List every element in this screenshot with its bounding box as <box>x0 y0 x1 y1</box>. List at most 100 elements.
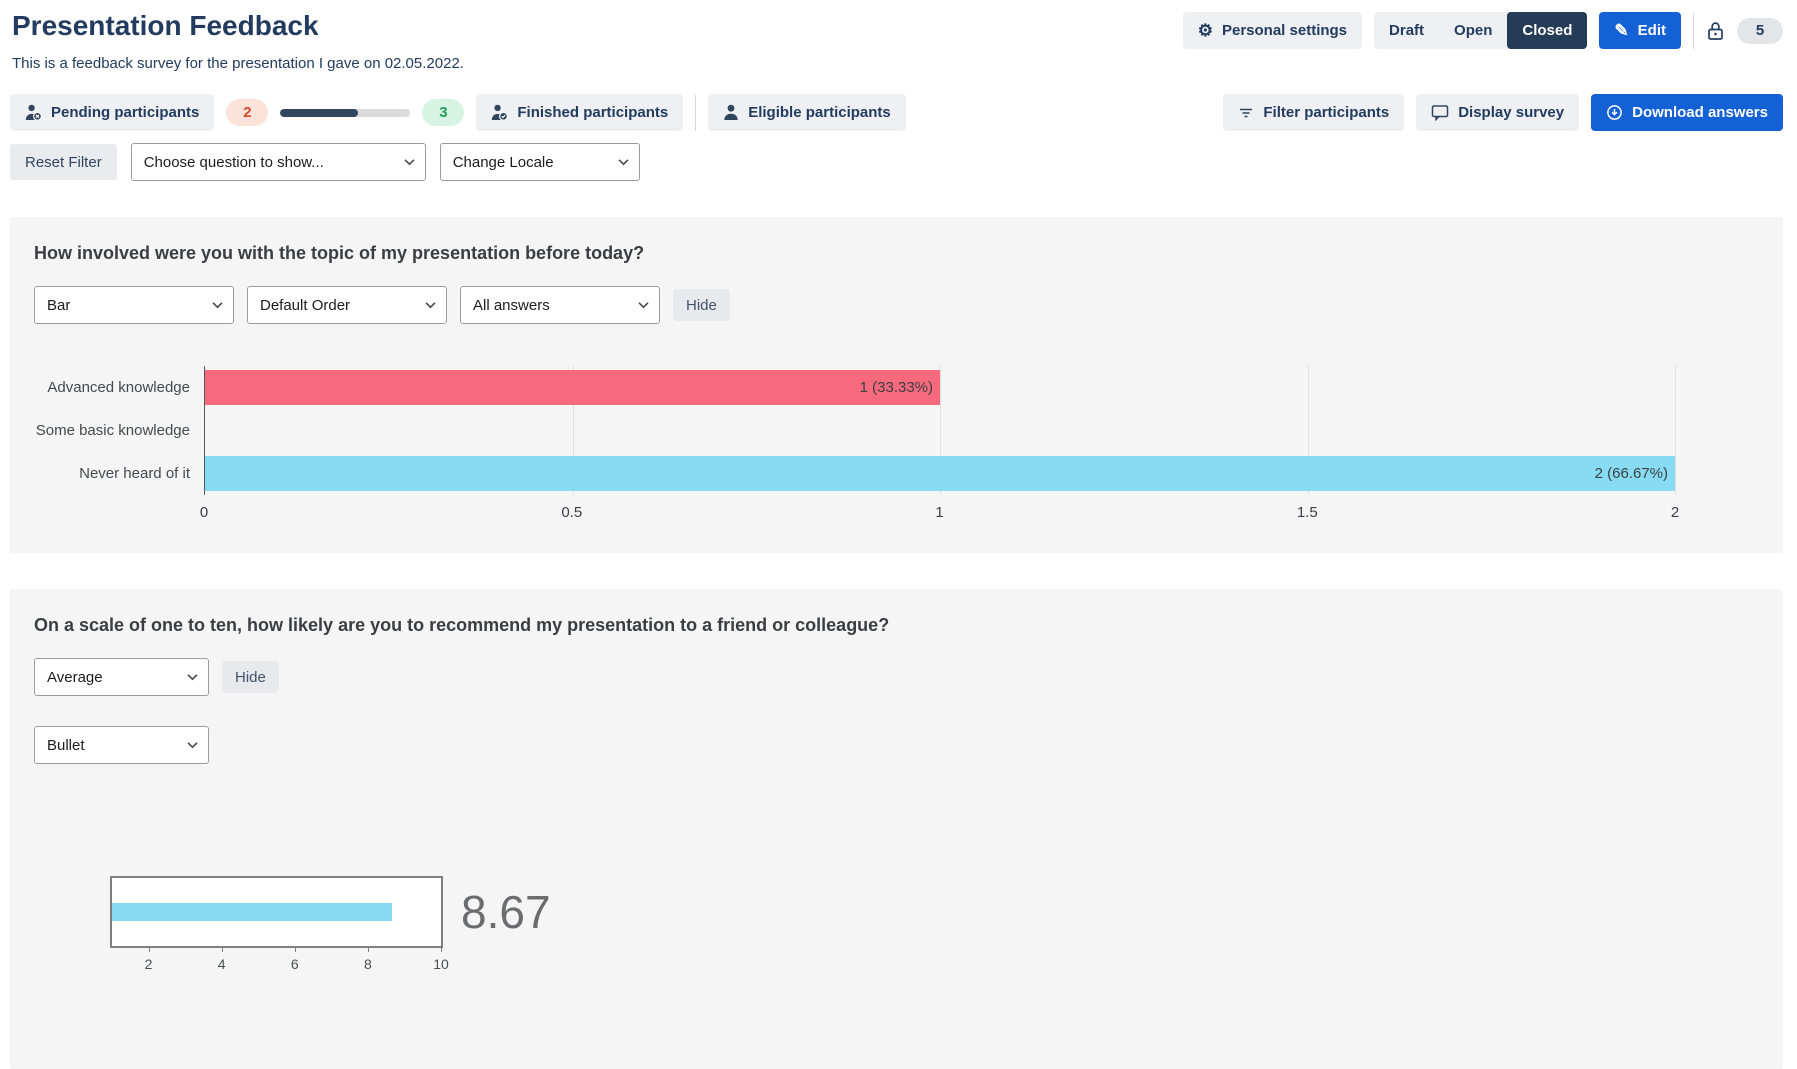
participants-toolbar-left: Pending participants 2 3 Finished partic… <box>10 94 906 131</box>
participants-progress <box>280 108 411 117</box>
chart-type-select[interactable]: Bar <box>34 286 234 324</box>
state-open-button[interactable]: Open <box>1454 22 1493 39</box>
page-title: Presentation Feedback <box>12 10 319 41</box>
arrow-down-circle-icon <box>1606 104 1623 121</box>
edit-button[interactable]: ✎ Edit <box>1599 12 1681 49</box>
question2-controls: Average Hide <box>34 658 1759 696</box>
bullet-average-value: 8.67 <box>461 886 551 938</box>
bar-axis-tick-label: 2 <box>1670 504 1680 521</box>
finished-count-badge: 3 <box>422 99 465 126</box>
question-select[interactable]: Choose question to show... <box>130 143 426 181</box>
lock-icon <box>1706 20 1725 42</box>
bullet-tick-label: 6 <box>290 956 299 972</box>
bullet-tick <box>221 946 223 952</box>
header: Presentation Feedback This is a feedback… <box>10 8 1783 72</box>
question2-hide-button[interactable]: Hide <box>222 661 279 693</box>
bullet-tick <box>294 946 296 952</box>
bar-segment: 2 (66.67%) <box>205 456 1675 491</box>
reset-filter-button[interactable]: Reset Filter <box>10 144 117 180</box>
bar-chart: Advanced knowledge Some basic knowledge Ne… <box>34 366 1676 495</box>
personal-settings-label: Personal settings <box>1221 22 1348 39</box>
filter-participants-button[interactable]: Filter participants <box>1223 94 1405 131</box>
bullet-chart: 2 4 6 8 10 8.67 <box>110 876 1759 972</box>
bullet-tick <box>367 946 369 952</box>
bar-category-label: Never heard of it <box>79 465 190 482</box>
bullet-chart-box: 2 4 6 8 10 <box>110 876 449 972</box>
toolbar-divider <box>695 94 697 131</box>
order-select-wrap: Default Order <box>247 286 447 324</box>
pending-participants-button[interactable]: Pending participants <box>10 94 215 131</box>
participants-toolbar: Pending participants 2 3 Finished partic… <box>10 94 1783 131</box>
bar-chart-plot: 1 (33.33%) 2 (66.67%) <box>204 366 1676 495</box>
edit-label: Edit <box>1637 22 1666 39</box>
bar-row <box>205 409 1675 452</box>
session-count-badge: 5 <box>1737 17 1783 44</box>
state-draft-button[interactable]: Draft <box>1389 22 1425 39</box>
bar-row: 2 (66.67%) <box>205 452 1675 495</box>
person-icon <box>723 104 739 121</box>
header-divider <box>1693 12 1694 49</box>
bullet-tick <box>148 946 150 952</box>
survey-state-switch: Draft Open Closed <box>1374 12 1588 49</box>
filter-participants-label: Filter participants <box>1263 104 1390 121</box>
bar-axis-tick-label: 1.5 <box>1296 504 1318 521</box>
chart-type-select-wrap: Bar <box>34 286 234 324</box>
filter-icon <box>1238 106 1254 120</box>
bar-category-label: Advanced knowledge <box>47 379 190 396</box>
filter-row: Reset Filter Choose question to show... … <box>10 143 1783 181</box>
personal-settings-button[interactable]: ⚙ Personal settings <box>1182 12 1363 49</box>
bullet-tick-label: 8 <box>363 956 372 972</box>
gear-icon: ⚙ <box>1197 21 1213 40</box>
display-survey-button[interactable]: Display survey <box>1416 94 1580 131</box>
participants-toolbar-right: Filter participants Display survey <box>1223 94 1783 131</box>
answers-select[interactable]: All answers <box>460 286 660 324</box>
question-select-wrap: Choose question to show... <box>130 143 426 181</box>
bullet-tick-label: 4 <box>217 956 226 972</box>
bar-segment: 1 (33.33%) <box>205 370 940 405</box>
download-answers-label: Download answers <box>1632 104 1768 121</box>
pending-progress-fill <box>280 108 359 117</box>
bullet-tick <box>441 946 442 952</box>
bar-axis-tick-label: 0.5 <box>561 504 583 521</box>
answers-select-wrap: All answers <box>460 286 660 324</box>
metric-select[interactable]: Average <box>34 658 209 696</box>
metric-select-wrap: Average <box>34 658 209 696</box>
question2-card: On a scale of one to ten, how likely are… <box>10 589 1783 1069</box>
state-closed-button[interactable]: Closed <box>1507 12 1588 49</box>
bar-chart-gridline <box>572 366 574 495</box>
question1-controls: Bar Default Order All answers <box>34 286 1759 324</box>
question2-visualization-controls: Bullet <box>34 726 1759 764</box>
question1-card: How involved were you with the topic of … <box>10 217 1783 553</box>
question1-title: How involved were you with the topic of … <box>34 243 645 263</box>
finished-participants-label: Finished participants <box>517 104 669 121</box>
question1-hide-button[interactable]: Hide <box>673 289 730 321</box>
bar-row: 1 (33.33%) <box>205 366 1675 409</box>
bar-value-label: 2 (66.67%) <box>1594 465 1668 482</box>
bar-chart-gridline <box>1307 366 1309 495</box>
locale-select[interactable]: Change Locale <box>439 143 640 181</box>
visualization-select[interactable]: Bullet <box>34 726 209 764</box>
finished-participants-button[interactable]: Finished participants <box>476 94 684 131</box>
person-check-icon <box>491 104 509 121</box>
pending-count-badge: 2 <box>226 99 269 126</box>
bar-chart-gridline <box>940 366 941 495</box>
bar-category-label: Some basic knowledge <box>35 422 190 439</box>
pending-participants-label: Pending participants <box>51 104 200 121</box>
eligible-participants-button[interactable]: Eligible participants <box>708 94 906 131</box>
person-x-icon <box>25 104 42 121</box>
visualization-select-wrap: Bullet <box>34 726 209 764</box>
bar-value-label: 1 (33.33%) <box>859 379 933 396</box>
bar-chart-axis: 0 0.5 1 1.5 2 <box>200 499 1679 523</box>
display-survey-label: Display survey <box>1458 104 1565 121</box>
bar-axis-tick-label: 1 <box>935 504 944 521</box>
display-icon <box>1431 104 1449 121</box>
question2-title: On a scale of one to ten, how likely are… <box>34 615 890 635</box>
order-select[interactable]: Default Order <box>247 286 447 324</box>
bar-axis-tick-label: 0 <box>199 504 209 521</box>
download-answers-button[interactable]: Download answers <box>1591 94 1783 131</box>
bullet-tick-label: 10 <box>433 956 449 972</box>
page-subtitle: This is a feedback survey for the presen… <box>12 55 464 72</box>
eligible-participants-label: Eligible participants <box>748 104 891 121</box>
header-actions: ⚙ Personal settings Draft Open Closed ✎ … <box>1182 12 1783 49</box>
bullet-tick-label: 2 <box>144 956 153 972</box>
